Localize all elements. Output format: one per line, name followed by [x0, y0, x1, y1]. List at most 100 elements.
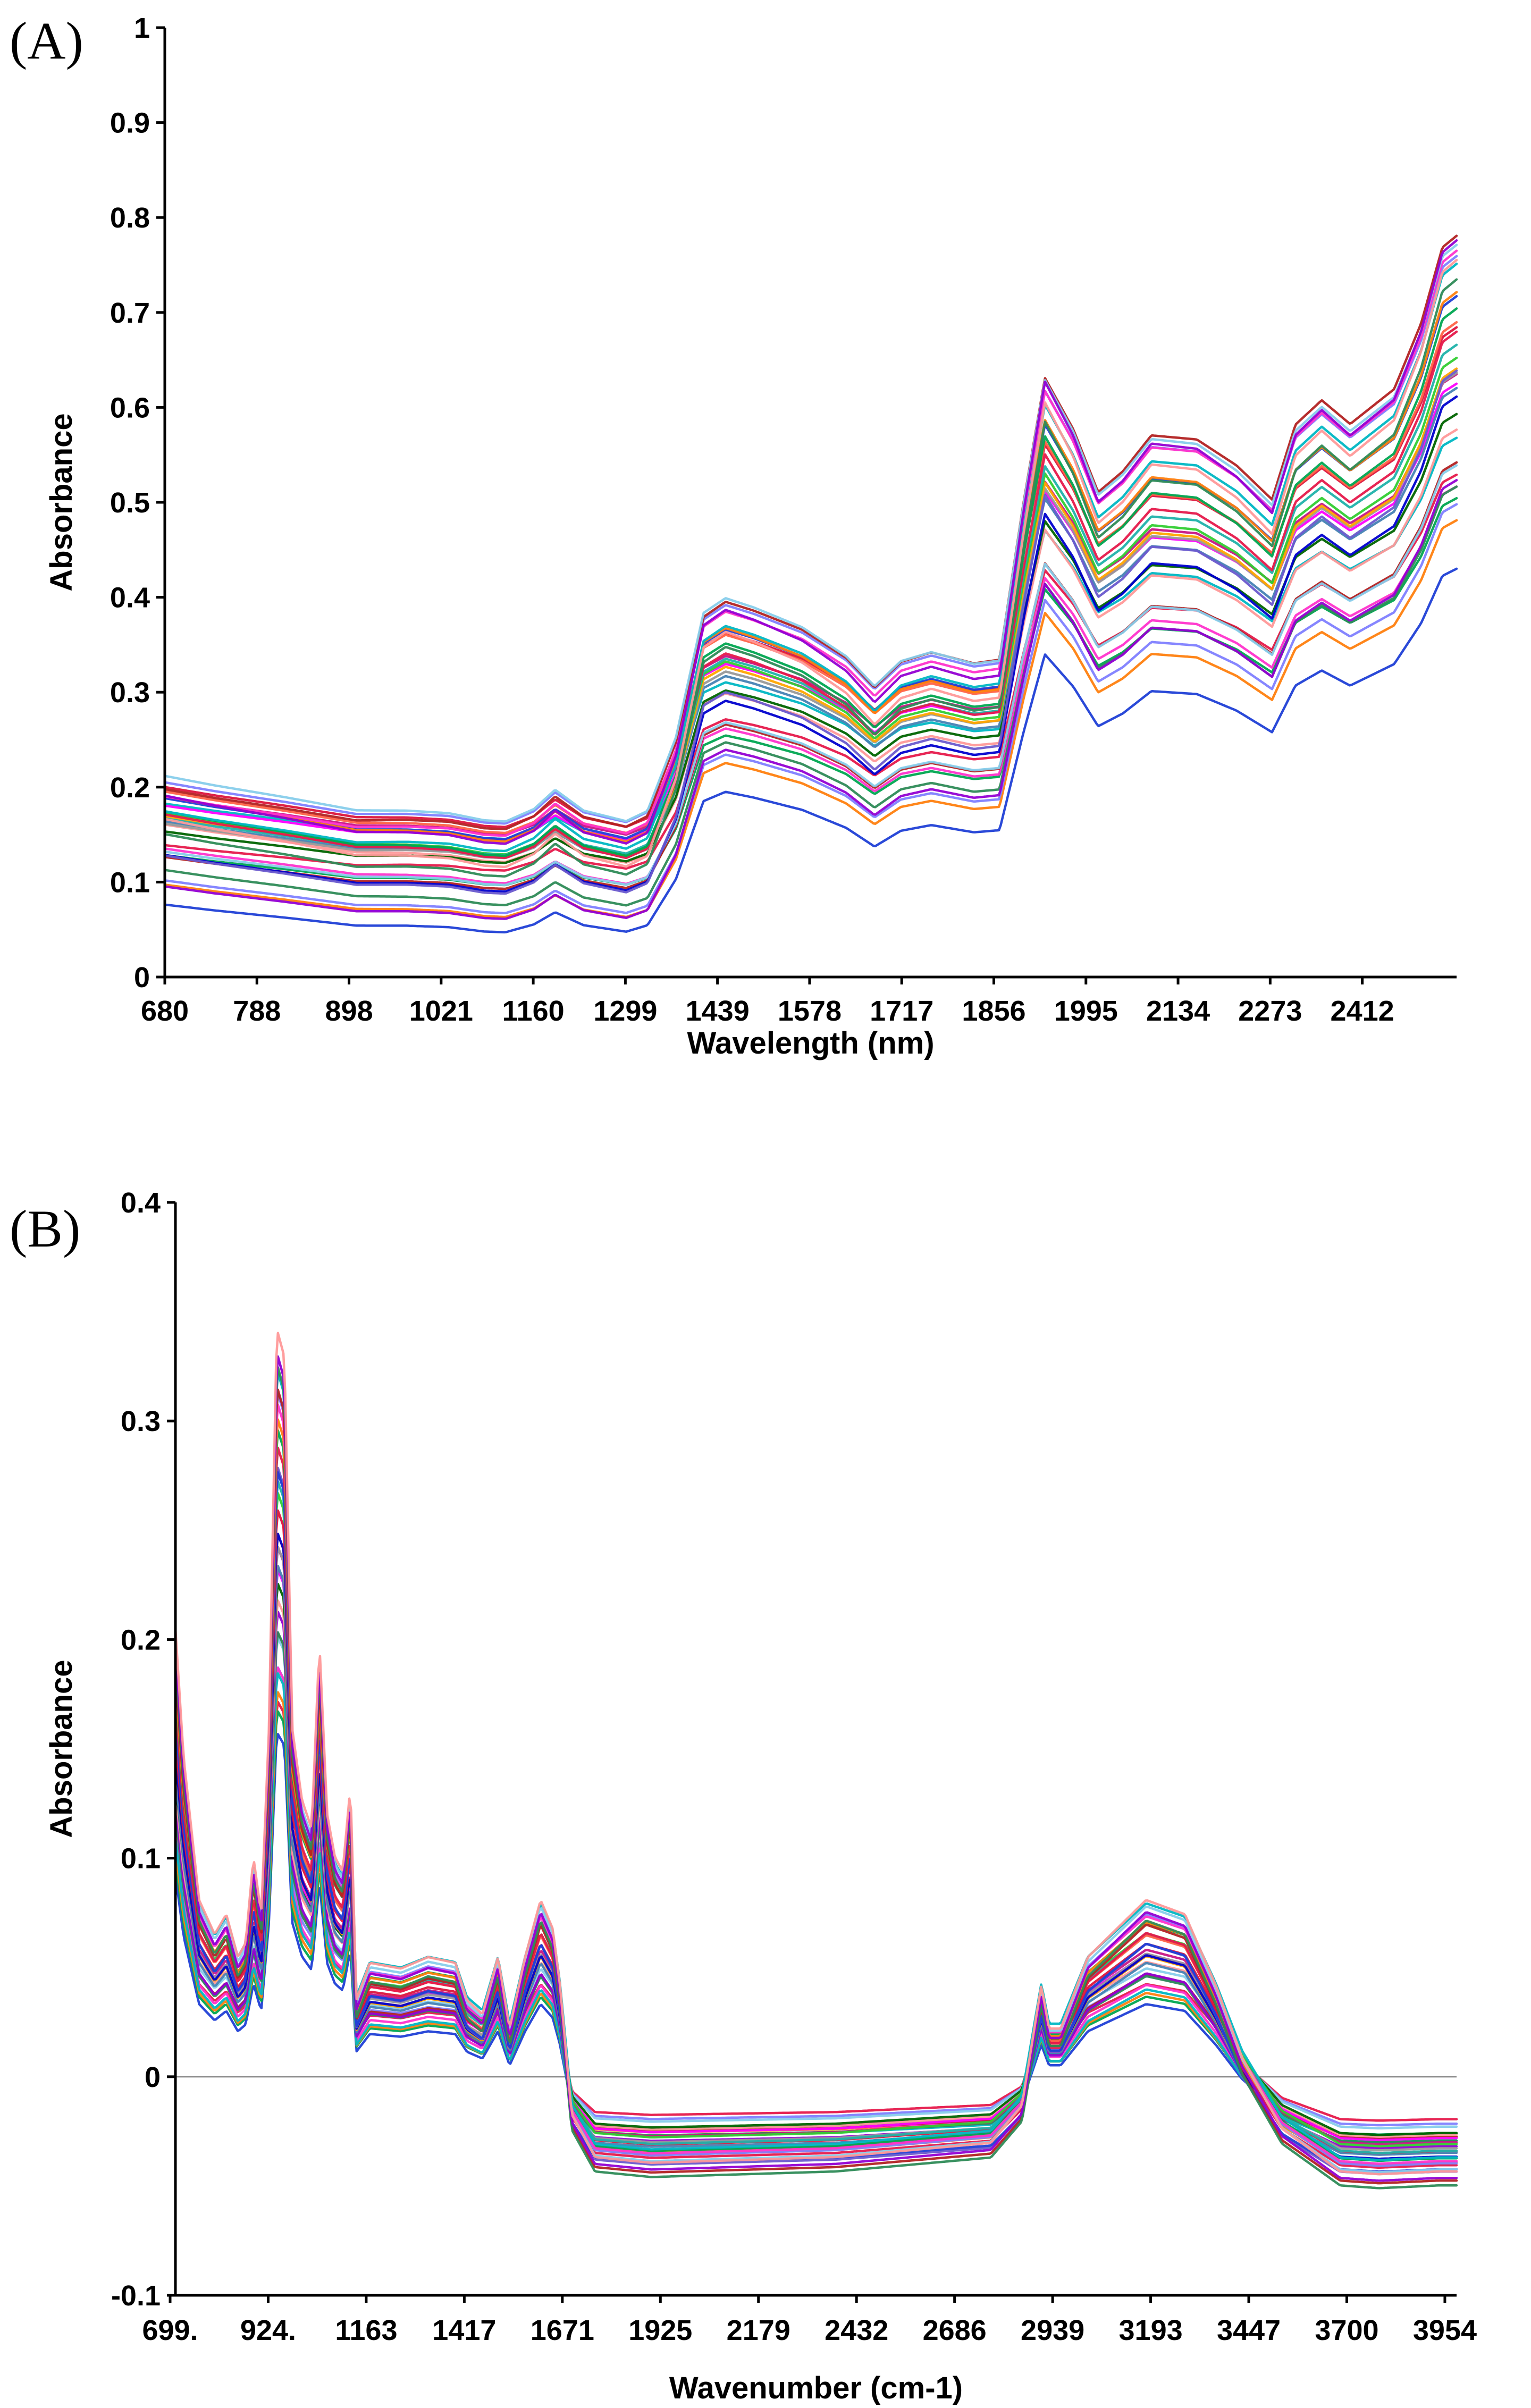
y-tick-label: 0.1: [121, 1843, 161, 1875]
spectrum-line-35: [174, 1355, 1458, 2182]
spectrum-line-3: [174, 1710, 1458, 2136]
spectrum-line-32: [163, 234, 1458, 831]
spectrum-line-11: [174, 1611, 1458, 2150]
spectrum-line-26: [163, 330, 1458, 860]
x-tick-label: 2939: [1021, 2314, 1084, 2346]
x-tick-label: 2134: [1146, 995, 1210, 1027]
x-tick-label: 1995: [1054, 995, 1118, 1027]
y-tick-label: 0.6: [110, 392, 150, 424]
x-tick-label: 680: [141, 995, 189, 1027]
spectrum-line-33: [174, 1355, 1458, 2174]
spectrum-line-26: [174, 1446, 1458, 2169]
x-tick-label: 3193: [1119, 2314, 1183, 2346]
y-tick-label: 0.7: [110, 297, 150, 329]
spectrum-line-19: [174, 1533, 1458, 2160]
x-tick-label: 1717: [870, 995, 933, 1027]
spectrum-line-21: [163, 326, 1458, 829]
spectrum-line-9: [174, 1636, 1458, 2130]
x-tick-label: 1299: [593, 995, 657, 1027]
spectrum-line-31: [174, 1371, 1458, 2161]
spectrum-line-19: [163, 395, 1458, 893]
spectrum-line-17: [163, 372, 1458, 860]
y-tick-label: 0.3: [110, 677, 150, 709]
spectrum-line-22: [174, 1480, 1458, 2154]
y-tick-label: -0.1: [111, 2280, 161, 2312]
y-tick-label: 0: [145, 2061, 161, 2093]
spectrum-line-8: [174, 1632, 1458, 2140]
spectrum-line-21: [174, 1509, 1458, 2154]
spectrum-line-17: [174, 1545, 1458, 2152]
spectrum-line-24: [174, 1467, 1458, 2176]
spectrum-line-34: [163, 278, 1458, 878]
x-tick-label: 1417: [432, 2314, 496, 2346]
y-tick-label: 0.1: [110, 866, 150, 898]
spectrum-line-32: [174, 1388, 1458, 2185]
x-tick-label: 1856: [962, 995, 1025, 1027]
spectrum-line-7: [174, 1672, 1458, 2144]
spectrum-line-29: [174, 1392, 1458, 2167]
x-tick-label: 699.: [142, 2314, 198, 2346]
spectrum-line-33: [163, 243, 1458, 823]
y-tick-label: 0.3: [121, 1405, 161, 1437]
spectrum-line-18: [174, 1533, 1458, 2161]
y-tick-label: 0.8: [110, 202, 150, 234]
spectrum-line-11: [163, 479, 1458, 920]
spectrum-line-1: [163, 567, 1458, 933]
spectrum-line-27: [163, 307, 1458, 857]
panel-label-a: (A): [10, 11, 83, 70]
spectrum-line-6: [174, 1666, 1458, 2140]
x-tick-label: 898: [325, 995, 373, 1027]
spectrum-line-25: [174, 1471, 1458, 2173]
spectrum-line-36: [163, 258, 1458, 869]
spectrum-line-2: [163, 473, 1458, 872]
spectrum-line-27: [174, 1429, 1458, 2162]
spectrum-line-30: [174, 1403, 1458, 2165]
chart-panel-a: 0 0.1 0.2 0.3 0.4 0.5 0.6 0.7 0.8 0.9 1 680 788 898 10…: [44, 12, 1458, 1060]
y-tick-label: 1: [134, 12, 150, 44]
x-tick-label: 788: [233, 995, 281, 1027]
x-axis-title: Wavenumber (cm-1): [669, 2371, 963, 2405]
x-tick-label: 2412: [1331, 995, 1394, 1027]
spectrum-line-16: [163, 373, 1458, 836]
spectrum-line-36: [174, 1332, 1458, 2176]
x-tick-label: 1439: [686, 995, 750, 1027]
spectrum-line-13: [174, 1582, 1458, 2136]
x-tick-label: 1925: [628, 2314, 692, 2346]
y-tick-label: 0.2: [121, 1624, 161, 1656]
x-tick-label: 924.: [240, 2314, 296, 2346]
y-tick-label: 0.2: [110, 772, 150, 804]
spectrum-line-10: [174, 1631, 1458, 2144]
x-tick-label: 1160: [502, 995, 565, 1027]
spectrum-line-23: [163, 321, 1458, 835]
spectrum-line-28: [163, 291, 1458, 843]
x-tick-label: 1578: [778, 995, 842, 1027]
y-tick-label: 0.4: [121, 1187, 161, 1219]
y-tick-label: 0.5: [110, 487, 150, 519]
x-tick-label: 1021: [409, 995, 473, 1027]
y-axis-title: Absorbance: [44, 413, 79, 591]
x-tick-label: 1163: [335, 2314, 397, 2346]
spectrum-line-9: [163, 464, 1458, 886]
series-group: [163, 234, 1458, 933]
spectrum-line-2: [174, 1700, 1458, 2122]
spectrum-line-16: [174, 1546, 1458, 2146]
x-tick-label: 2179: [727, 2314, 790, 2346]
spectrum-line-5: [174, 1666, 1458, 2127]
x-tick-label: 2273: [1238, 995, 1302, 1027]
panel-label-b: (B): [10, 1199, 80, 1258]
spectrum-line-29: [163, 255, 1458, 825]
x-tick-label: 2686: [923, 2314, 987, 2346]
chart-panel-b: -0.1 0 0.1 0.2 0.3 0.4 699. 924. 1163 1417 1671 192…: [44, 1187, 1477, 2405]
spectrum-line-23: [174, 1469, 1458, 2161]
spectrum-line-14: [174, 1568, 1458, 2142]
y-axis-title: Absorbance: [44, 1660, 79, 1838]
spectrum-line-31: [163, 263, 1458, 853]
spectrum-line-20: [174, 1492, 1458, 2148]
spectrum-line-24: [163, 369, 1458, 895]
spectrum-line-28: [174, 1418, 1458, 2167]
spectrum-line-4: [174, 1691, 1458, 2140]
spectrum-line-6: [163, 485, 1458, 886]
y-tick-label: 0.4: [110, 582, 150, 614]
spectrum-line-4: [163, 519, 1458, 919]
